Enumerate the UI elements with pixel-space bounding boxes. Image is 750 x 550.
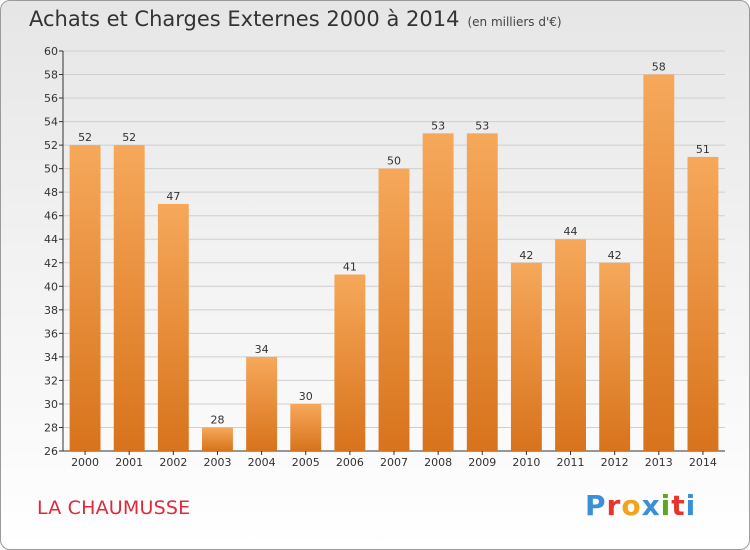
bar [290,403,322,451]
y-tick-label: 32 [44,374,58,387]
data-label: 44 [564,225,578,238]
y-tick-label: 38 [44,304,58,317]
x-tick-label: 2006 [336,456,364,469]
y-tick-label: 50 [44,163,58,176]
y-tick-label: 30 [44,398,58,411]
bar [555,239,586,451]
logo-letter: r [606,489,622,522]
proxiti-logo: Proxiti [585,489,696,522]
logo-letter: i [660,489,672,522]
data-label: 42 [608,249,622,262]
logo-letter: o [621,489,642,522]
bar [69,145,101,451]
logo-letter: x [641,489,661,522]
y-tick-label: 56 [44,92,58,105]
data-label: 47 [166,190,180,203]
bar [687,156,719,451]
bar [422,133,454,451]
y-tick-label: 40 [44,280,58,293]
chart-title: Achats et Charges Externes 2000 à 2014 (e… [29,7,562,31]
y-tick-label: 28 [44,421,58,434]
bar [599,262,631,451]
x-tick-label: 2010 [512,456,540,469]
y-tick-label: 44 [44,233,58,246]
x-tick-label: 2009 [468,456,496,469]
x-tick-label: 2007 [380,456,408,469]
x-tick-label: 2000 [71,456,99,469]
data-label: 42 [519,249,533,262]
x-tick-label: 2004 [248,456,276,469]
data-label: 30 [299,390,313,403]
bar [643,74,675,451]
chart-subtitle: (en milliers d'€) [467,15,562,29]
y-tick-label: 46 [44,210,58,223]
data-label: 41 [343,261,357,274]
bar [334,274,366,451]
x-tick-label: 2003 [203,456,231,469]
bar [246,356,278,451]
x-tick-label: 2012 [601,456,629,469]
data-label: 51 [696,143,710,156]
y-tick-label: 58 [44,69,58,82]
data-label: 50 [387,155,401,168]
bar [378,168,410,451]
x-tick-label: 2011 [557,456,585,469]
logo-letter: i [685,489,697,522]
data-label: 52 [78,131,92,144]
y-tick-label: 34 [44,351,58,364]
data-label: 53 [475,119,489,132]
data-label: 52 [122,131,136,144]
x-tick-label: 2014 [689,456,717,469]
y-tick-label: 60 [44,45,58,58]
x-tick-label: 2001 [115,456,143,469]
location-name: LA CHAUMUSSE [37,497,191,519]
bar [466,133,498,451]
data-label: 28 [210,413,224,426]
bar [157,203,189,451]
bar [202,427,233,451]
y-tick-label: 52 [44,139,58,152]
chart-title-text: Achats et Charges Externes 2000 à 2014 [29,7,460,31]
data-label: 53 [431,119,445,132]
logo-letter: t [671,489,686,522]
y-tick-label: 26 [44,445,58,458]
y-tick-label: 36 [44,327,58,340]
x-tick-label: 2008 [424,456,452,469]
data-label: 34 [255,343,269,356]
logo-letter: P [585,489,607,522]
bar [510,262,542,451]
y-tick-label: 42 [44,257,58,270]
y-tick-label: 48 [44,186,58,199]
y-tick-label: 54 [44,116,58,129]
x-tick-label: 2002 [159,456,187,469]
bar [113,145,145,451]
x-tick-label: 2013 [645,456,673,469]
x-tick-label: 2005 [292,456,320,469]
data-label: 58 [652,61,666,74]
